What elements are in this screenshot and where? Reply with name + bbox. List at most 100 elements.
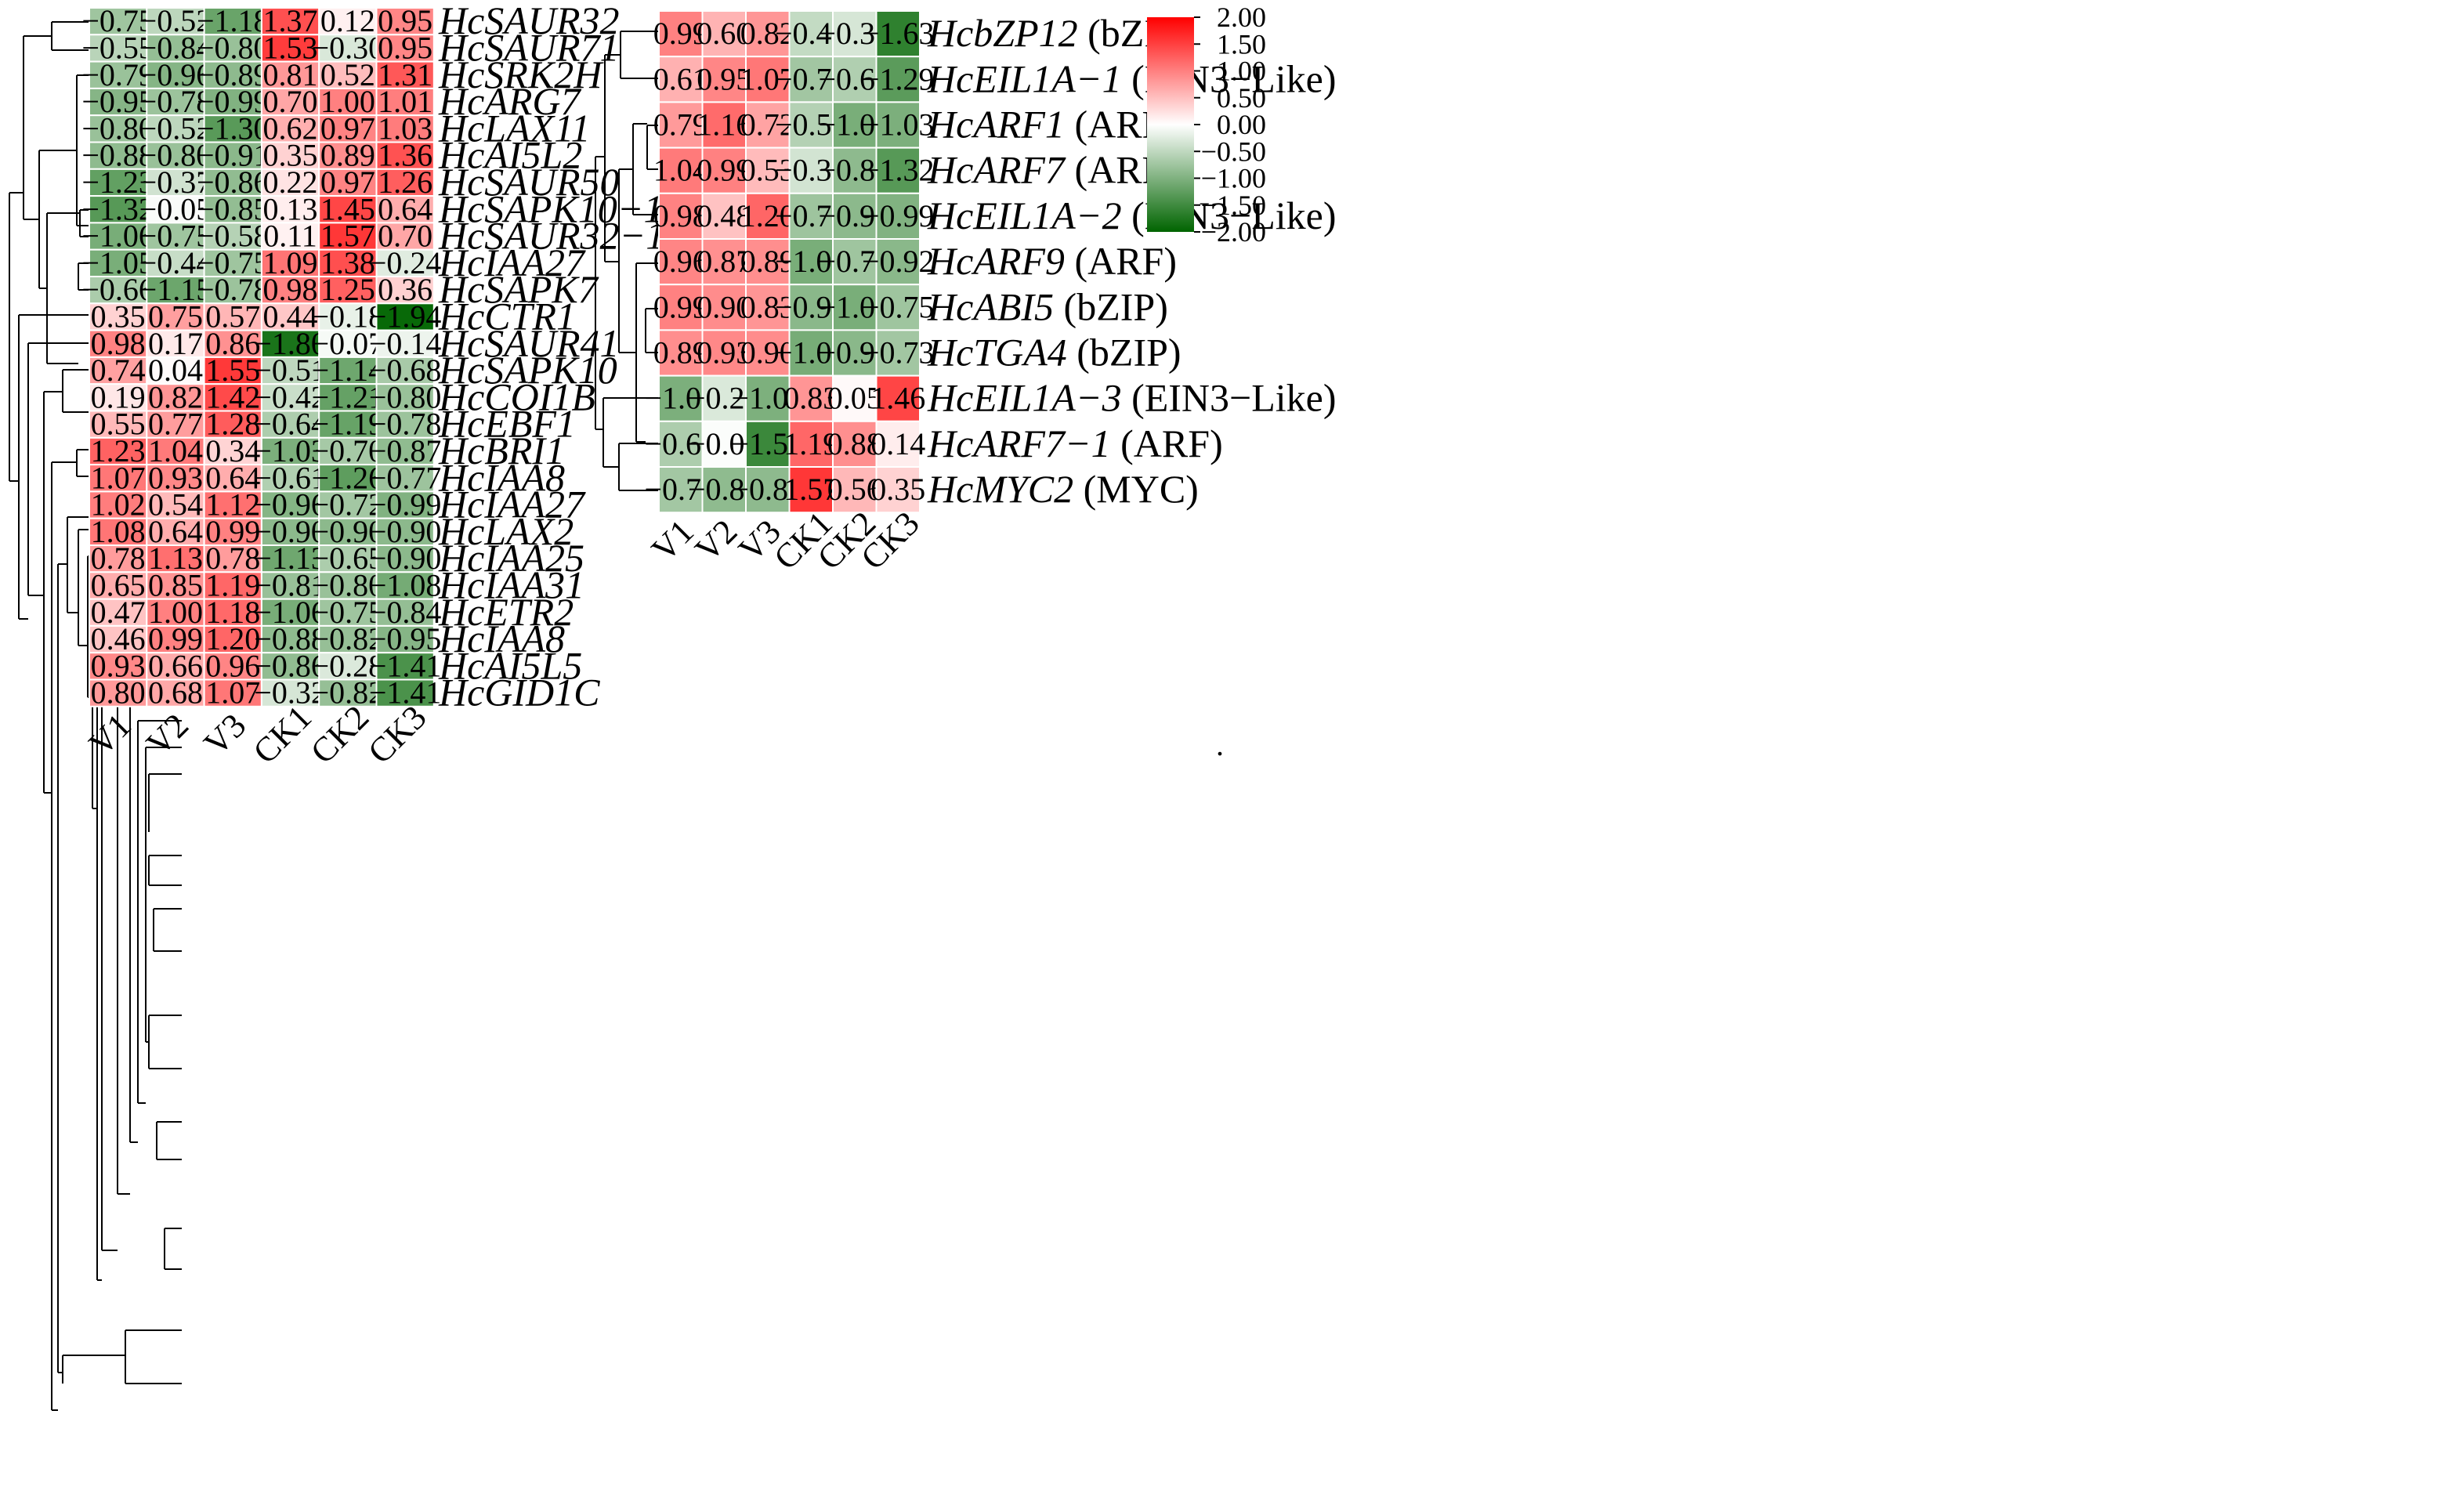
heatmap-cell: [788, 420, 834, 468]
heatmap-cell: [375, 34, 435, 63]
cell-value: −1.21: [312, 379, 385, 414]
cell-value: −0.79: [81, 57, 154, 92]
cell-value: 0.89: [740, 244, 795, 279]
cell-value: −0.80: [197, 30, 270, 65]
gene-family: (ARF): [1065, 239, 1177, 283]
heatmap-cell: [89, 248, 148, 278]
heatmap-cell: [375, 222, 435, 251]
cell-value: 0.70: [378, 219, 432, 254]
heatmap-cell: [318, 114, 378, 143]
cell-value: 0.36: [378, 272, 432, 307]
cell-value: 0.54: [148, 487, 203, 523]
heatmap-cell: [203, 114, 262, 143]
gene-name: HcMYC2: [927, 467, 1073, 511]
row-label: HcSAUR71: [438, 25, 620, 69]
gene-name: HcEIL1A−1: [927, 56, 1122, 100]
heatmap-cell: [146, 302, 205, 331]
heatmap-cell: [701, 56, 747, 103]
heatmap-cell: [745, 146, 791, 194]
heatmap-cell: [203, 598, 262, 627]
heatmap-cell: [203, 222, 262, 251]
colorbar-label: −1.00: [1201, 163, 1266, 194]
cell-value: −0.66: [81, 272, 154, 307]
cell-value: 1.00: [148, 595, 203, 630]
heatmap-cell: [146, 598, 205, 627]
cell-value: 0.89: [320, 138, 375, 173]
dendro-branch: [148, 773, 182, 832]
dendro-branch: [62, 1355, 125, 1384]
heatmap-cell: [788, 10, 834, 58]
heatmap-cell: [89, 302, 148, 331]
cell-value: 1.25: [320, 272, 375, 307]
colorbar-label: −2.00: [1201, 216, 1266, 248]
row-label: HcIAA27: [438, 483, 586, 526]
cell-value: 0.66: [148, 648, 203, 683]
cell-value: −1.29: [862, 61, 935, 96]
heatmap-cell: [203, 34, 262, 63]
cell-value: 0.96: [653, 244, 708, 279]
heatmap-cell: [318, 168, 378, 197]
heatmap-cell: [875, 146, 921, 194]
cell-value: 1.02: [91, 487, 146, 523]
heatmap-cell: [89, 544, 148, 573]
cell-value: −0.28: [312, 648, 385, 683]
heatmap-cell: [658, 466, 704, 514]
cell-value: −0.07: [312, 326, 385, 361]
cell-value: −0.84: [139, 30, 212, 65]
heatmap-cell: [89, 490, 148, 519]
cell-value: 1.07: [740, 61, 795, 96]
heatmap-cell: [318, 464, 378, 493]
cell-value: −1.03: [862, 107, 935, 143]
cell-value: 0.90: [740, 335, 795, 371]
gene-family: (bZIP): [1067, 331, 1181, 374]
heatmap-cell: [658, 56, 704, 103]
cell-value: 1.01: [378, 84, 432, 119]
cell-value: −0.51: [254, 353, 327, 388]
heatmap-cell: [146, 383, 205, 412]
cell-value: −0.77: [369, 460, 442, 495]
heatmap-cell: [318, 276, 378, 305]
gene-name: HcbZP12: [927, 11, 1078, 55]
cell-value: 0.64: [148, 514, 203, 549]
cell-value: 1.46: [870, 381, 925, 416]
heatmap-cell: [260, 436, 320, 466]
heatmap-cell: [375, 490, 435, 519]
heatmap-left: −0.75−0.52−1.181.37 0.12 0.95 HcSAUR32−0.55…: [81, 0, 665, 771]
heatmap-cell: [318, 60, 378, 89]
heatmap-cell: [260, 141, 320, 170]
cell-value: 0.64: [205, 460, 260, 495]
gene-name: HcLAX2: [438, 509, 574, 553]
heatmap-cell: [318, 329, 378, 358]
cell-value: −0.78: [197, 272, 270, 307]
heatmap-cell: [375, 7, 435, 36]
cell-value: −0.68: [369, 353, 442, 388]
heatmap-cell: [89, 222, 148, 251]
row-label: HcEIL1A−1 (EIN3−Like): [927, 56, 1337, 100]
cell-value: 0.60: [697, 16, 751, 51]
row-label: HcSAPK10−1: [438, 186, 663, 230]
heatmap-cell: [875, 56, 921, 103]
heatmap-cell: [375, 652, 435, 681]
gene-name: HcARF9: [927, 239, 1065, 283]
cell-value: −1.06: [81, 219, 154, 254]
cell-value: 0.99: [653, 16, 708, 51]
gene-family: (MYC): [1073, 467, 1199, 511]
cell-value: 0.75: [148, 298, 203, 334]
cell-value: 1.18: [205, 595, 260, 630]
cell-value: −0.95: [81, 84, 154, 119]
row-label: HcIAA25: [438, 536, 584, 580]
cell-value: 1.07: [91, 460, 146, 495]
cell-value: 0.35: [870, 472, 925, 507]
cell-value: −0.05: [139, 191, 212, 226]
gene-name: HcIAA25: [438, 536, 584, 580]
heatmap-cell: [658, 329, 704, 377]
gene-name: HcSRK2H: [438, 52, 604, 96]
cell-value: −0.88: [81, 138, 154, 173]
heatmap-cell: [745, 101, 791, 149]
cell-value: −0.80: [369, 379, 442, 414]
heatmap-cell: [89, 383, 148, 412]
row-label: HcSRK2H: [438, 52, 604, 96]
cell-value: 0.35: [91, 298, 146, 334]
cell-value: −1.18: [197, 3, 270, 38]
gene-name: HcIAA8: [438, 617, 565, 660]
